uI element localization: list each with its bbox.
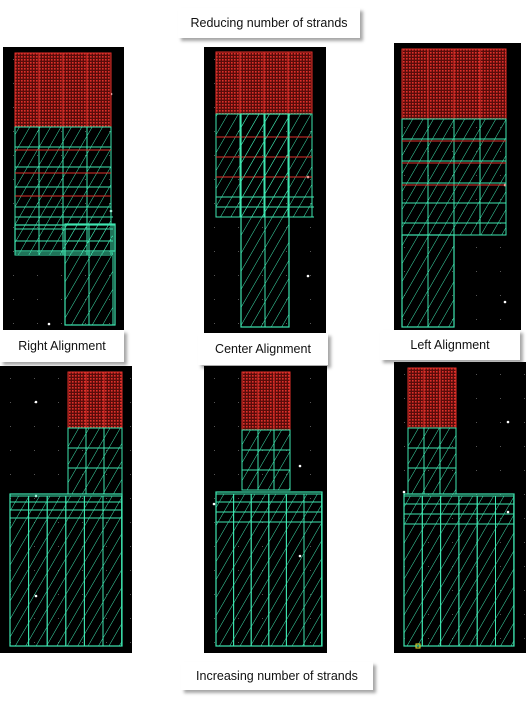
- grid-marker: [35, 401, 38, 404]
- top-caption: Reducing number of strands: [178, 8, 360, 38]
- green-strand: [274, 430, 290, 490]
- red-strand: [39, 53, 63, 127]
- grid-marker: [507, 421, 510, 424]
- green-strand: [242, 430, 258, 490]
- green-strand: [288, 114, 312, 217]
- red-strand: [242, 372, 258, 430]
- green-strand: [241, 114, 265, 327]
- panel-bottom-right-alignment: [0, 366, 132, 653]
- red-strand: [15, 53, 39, 127]
- grid-marker: [504, 301, 507, 304]
- green-strand: [441, 496, 459, 646]
- green-strand: [269, 494, 287, 646]
- layout-drawing: [204, 366, 327, 653]
- layout-drawing: [394, 362, 526, 653]
- panel-top-right-alignment: [3, 47, 124, 330]
- green-strand: [428, 235, 454, 327]
- green-strand: [258, 430, 274, 490]
- red-strand: [402, 49, 428, 119]
- grid-marker: [307, 275, 310, 278]
- green-strand: [39, 217, 63, 255]
- green-strand: [216, 494, 234, 646]
- right-alignment-label: Right Alignment: [0, 330, 124, 362]
- panel-bottom-left-alignment: [394, 362, 526, 653]
- green-strand: [402, 119, 428, 235]
- grid-marker: [299, 465, 302, 468]
- left-alignment-label: Left Alignment: [380, 330, 520, 360]
- red-strand: [408, 368, 424, 428]
- red-strand: [68, 372, 86, 428]
- green-strand: [424, 428, 440, 494]
- green-strand: [15, 217, 39, 255]
- green-strand: [408, 428, 424, 494]
- red-strand: [454, 49, 480, 119]
- red-strand: [216, 52, 240, 114]
- green-strand: [86, 428, 104, 494]
- red-strand: [480, 49, 506, 119]
- green-strand: [477, 496, 495, 646]
- green-strand: [402, 235, 428, 327]
- panel-top-left-alignment: [394, 43, 521, 330]
- red-strand: [86, 372, 104, 428]
- green-strand: [39, 127, 63, 217]
- green-strand: [440, 428, 456, 494]
- green-strand: [459, 496, 477, 646]
- layout-drawing: [204, 47, 326, 333]
- panel-top-center-alignment: [204, 47, 326, 333]
- red-strand: [440, 368, 456, 428]
- green-strand: [89, 224, 113, 325]
- grid-marker: [213, 503, 216, 506]
- red-strand: [424, 368, 440, 428]
- green-strand: [251, 494, 269, 646]
- red-strand: [288, 52, 312, 114]
- green-strand: [404, 496, 422, 646]
- red-strand: [264, 52, 288, 114]
- layout-drawing: [3, 47, 124, 330]
- green-strand: [265, 114, 289, 327]
- red-strand: [104, 372, 122, 428]
- bottom-caption: Increasing number of strands: [181, 662, 373, 690]
- green-strand: [63, 127, 87, 217]
- red-strand: [428, 49, 454, 119]
- red-strand: [258, 372, 274, 430]
- grid-marker: [48, 323, 51, 326]
- layout-drawing: [394, 43, 521, 330]
- green-strand: [104, 428, 122, 494]
- green-strand: [87, 127, 111, 217]
- green-strand: [496, 496, 514, 646]
- green-strand: [15, 127, 39, 217]
- panel-bottom-center-alignment: [204, 366, 327, 653]
- grid-marker: [403, 491, 406, 494]
- green-strand: [234, 494, 252, 646]
- green-strand: [65, 224, 89, 325]
- green-strand: [68, 428, 86, 494]
- green-strand: [454, 119, 480, 235]
- green-strand: [304, 494, 322, 646]
- green-strand: [422, 496, 440, 646]
- red-strand: [87, 53, 111, 127]
- green-strand: [480, 119, 506, 235]
- green-strand: [428, 119, 454, 235]
- red-strand: [63, 53, 87, 127]
- green-strand: [216, 114, 240, 217]
- green-strand: [286, 494, 304, 646]
- red-strand: [274, 372, 290, 430]
- red-strand: [240, 52, 264, 114]
- layout-drawing: [0, 366, 132, 653]
- center-alignment-label: Center Alignment: [198, 333, 328, 365]
